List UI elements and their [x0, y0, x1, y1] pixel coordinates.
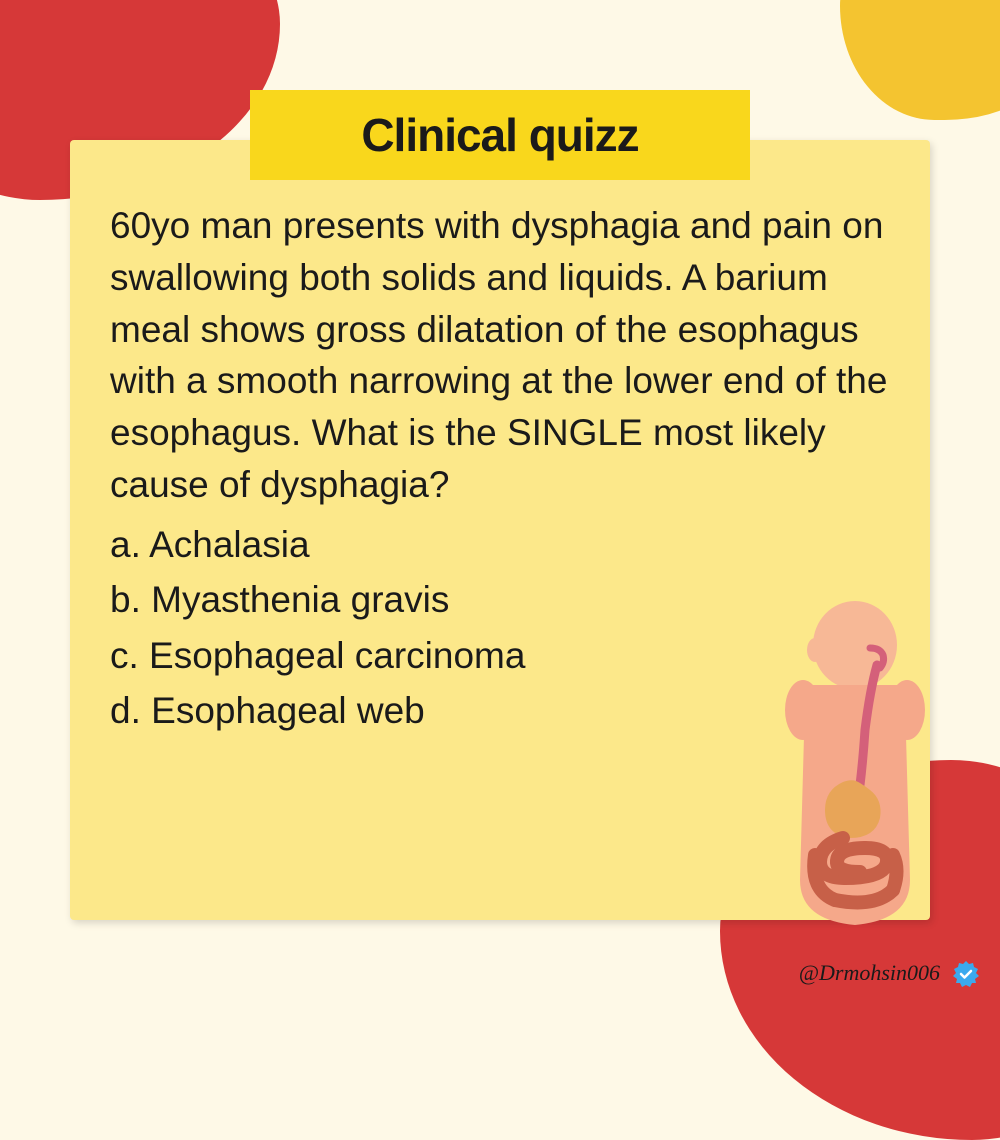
author-handle: @Drmohsin006: [799, 960, 940, 986]
verified-badge-icon: [952, 960, 980, 988]
decorative-blob-top-right: [840, 0, 1000, 120]
digestive-system-icon: [755, 600, 955, 930]
question-text: 60yo man presents with dysphagia and pai…: [110, 200, 890, 511]
option-a: a. Achalasia: [110, 517, 890, 573]
quiz-title: Clinical quizz: [280, 108, 720, 162]
title-banner: Clinical quizz: [250, 90, 750, 180]
